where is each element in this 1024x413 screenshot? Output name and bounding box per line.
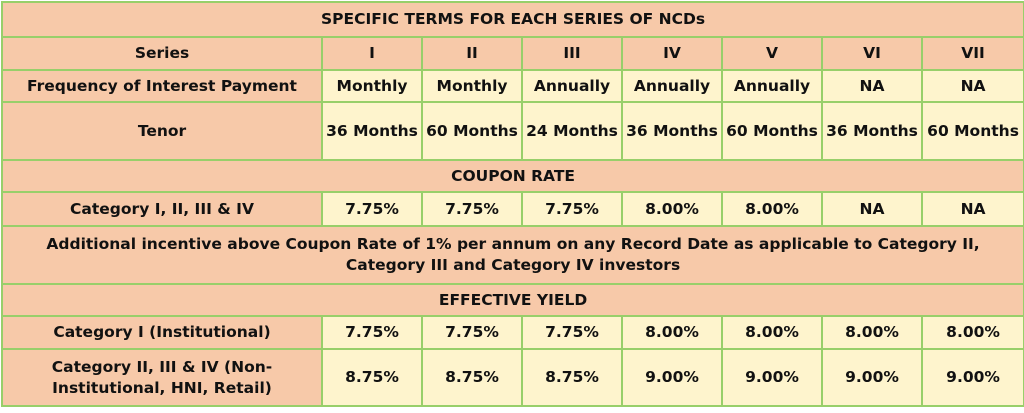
section-heading: SPECIFIC TERMS FOR EACH SERIES OF NCDs: [0, 1, 1024, 38]
table-row: Tenor 36 Months 60 Months 24 Months 36 Month…: [1, 101, 1024, 161]
column-header: IV: [621, 36, 723, 71]
table-row: Category I, II, III & IV 7.75% 7.75% 7.75% 8…: [1, 191, 1024, 227]
table-row: Category I (Institutional) 7.75% 7.75% 7.75…: [1, 315, 1024, 350]
table-row: SPECIFIC TERMS FOR EACH SERIES OF NCDs: [0, 1, 1024, 38]
table-cell: 60 Months: [920, 101, 1024, 161]
table-row: EFFECTIVE YIELD: [0, 283, 1024, 317]
table-cell: 8.75%: [521, 348, 623, 407]
table-cell: 24 Months: [521, 101, 623, 161]
section-heading: EFFECTIVE YIELD: [0, 283, 1024, 317]
table-cell: 7.75%: [521, 315, 623, 350]
column-header: V: [721, 36, 823, 71]
table-cell: NA: [821, 69, 923, 103]
table-cell: 8.00%: [621, 315, 723, 350]
table-cell: 7.75%: [421, 191, 523, 227]
table-cell: Annually: [721, 69, 823, 103]
table-cell: 9.00%: [920, 348, 1024, 407]
row-label: Category I, II, III & IV: [1, 191, 323, 227]
table-cell: 8.00%: [821, 315, 923, 350]
section-heading: COUPON RATE: [0, 159, 1024, 193]
table-cell: Monthly: [421, 69, 523, 103]
table-cell: NA: [920, 69, 1024, 103]
row-label: Category II, III & IV (Non-Institutional…: [1, 348, 323, 407]
table-cell: 7.75%: [521, 191, 623, 227]
table-row: Category II, III & IV (Non-Institutional…: [1, 348, 1024, 407]
table-cell: NA: [821, 191, 923, 227]
table-cell: Monthly: [321, 69, 423, 103]
column-header: III: [521, 36, 623, 71]
table-cell: 36 Months: [621, 101, 723, 161]
table-cell: Annually: [621, 69, 723, 103]
table-row: Frequency of Interest Payment Monthly Mont…: [1, 69, 1024, 103]
table-row: COUPON RATE: [0, 159, 1024, 193]
column-header: VII: [920, 36, 1024, 71]
row-label: Frequency of Interest Payment: [1, 69, 323, 103]
table-cell: 8.00%: [621, 191, 723, 227]
table-cell: 8.00%: [920, 315, 1024, 350]
table-row: Additional incentive above Coupon Rate o…: [0, 225, 1024, 285]
table-cell: 7.75%: [421, 315, 523, 350]
table-cell: 9.00%: [721, 348, 823, 407]
table-cell: 60 Months: [721, 101, 823, 161]
table-cell: 8.75%: [321, 348, 423, 407]
table-cell: 7.75%: [321, 315, 423, 350]
table-cell: NA: [920, 191, 1024, 227]
table-row: Series I II III IV V VI VII: [1, 36, 1024, 71]
table-cell: 9.00%: [821, 348, 923, 407]
table-cell: 7.75%: [321, 191, 423, 227]
row-label: Category I (Institutional): [1, 315, 323, 350]
row-label: Series: [1, 36, 323, 71]
table-cell: 36 Months: [821, 101, 923, 161]
table-cell: Annually: [521, 69, 623, 103]
table-cell: 8.00%: [721, 315, 823, 350]
table-cell: 8.75%: [421, 348, 523, 407]
section-heading: Additional incentive above Coupon Rate o…: [0, 225, 1024, 285]
row-label: Tenor: [1, 101, 323, 161]
column-header: I: [321, 36, 423, 71]
column-header: VI: [821, 36, 923, 71]
table-cell: 60 Months: [421, 101, 523, 161]
table-cell: 8.00%: [721, 191, 823, 227]
table-cell: 36 Months: [321, 101, 423, 161]
column-header: II: [421, 36, 523, 71]
table-cell: 9.00%: [621, 348, 723, 407]
